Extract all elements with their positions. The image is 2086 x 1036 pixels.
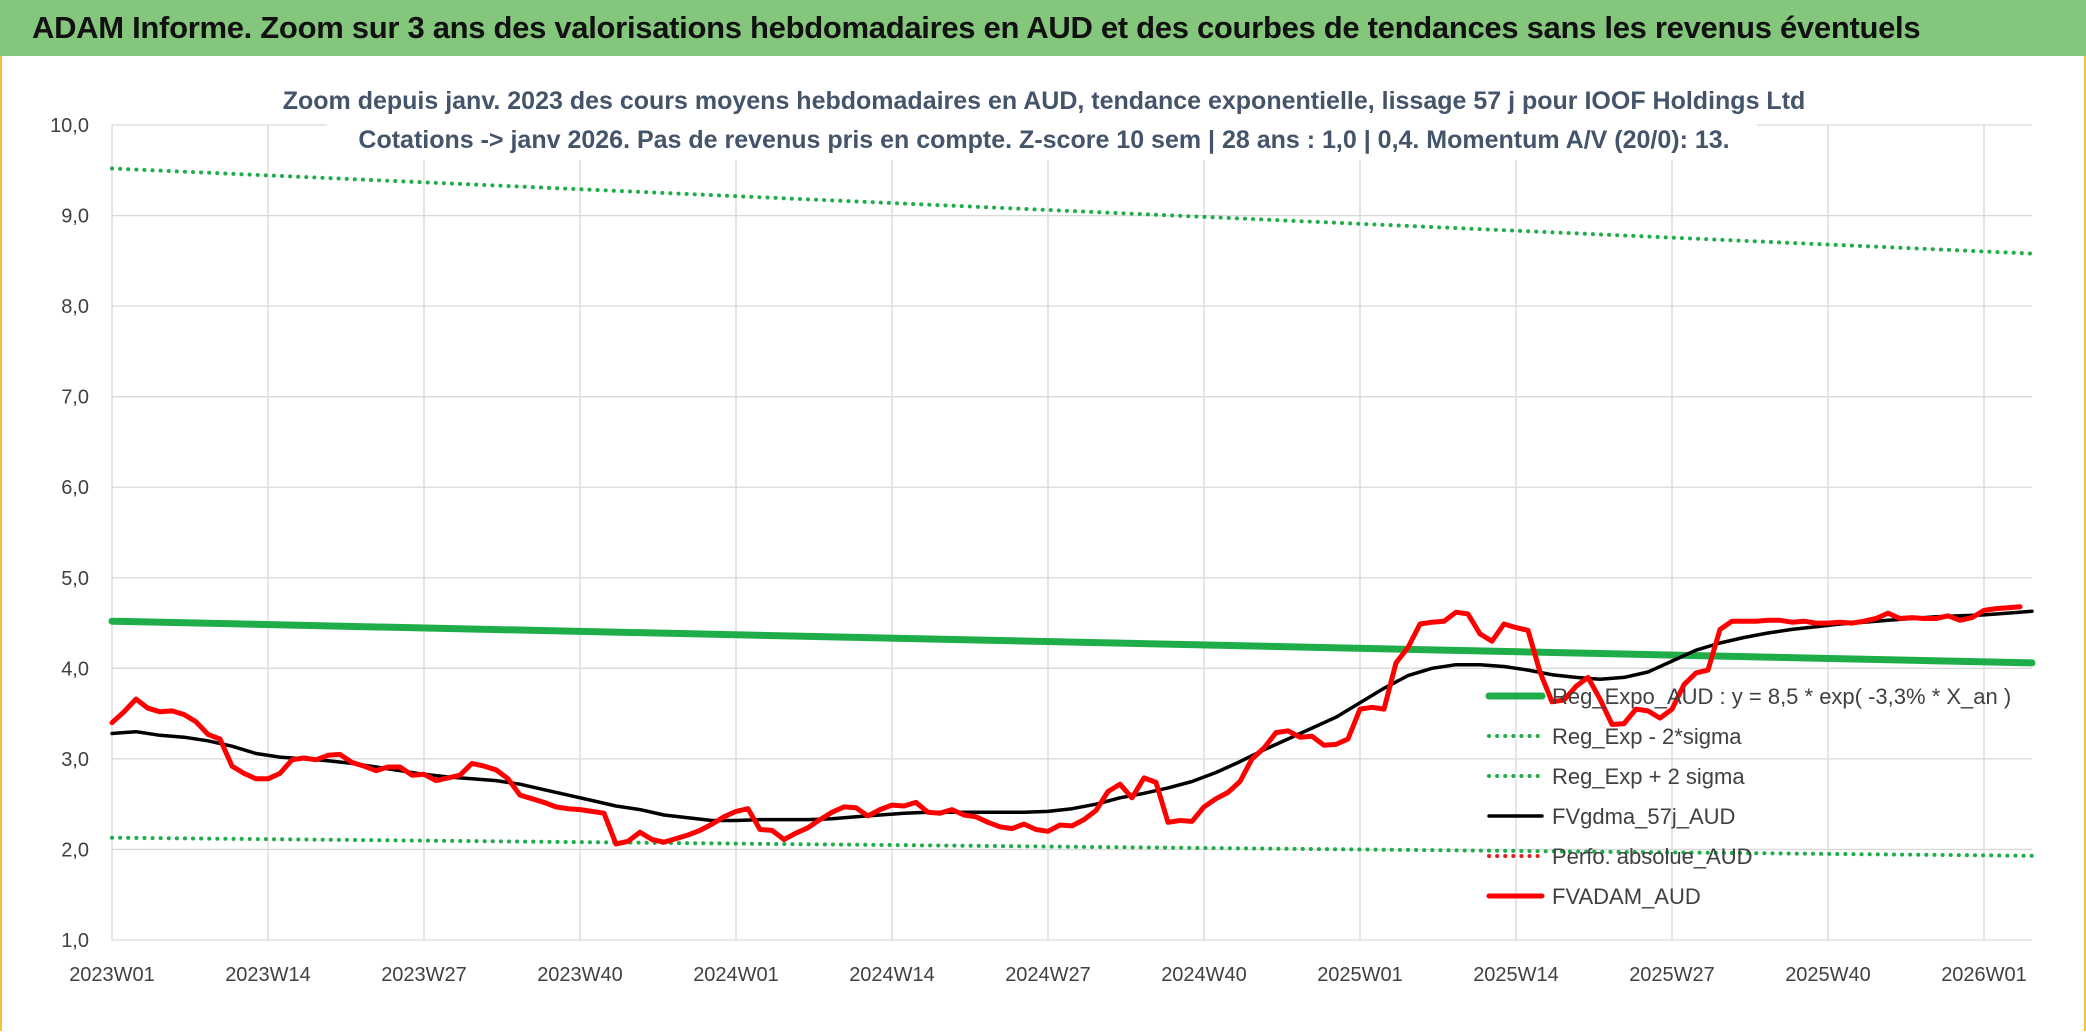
x-tick-label: 2023W27 (381, 964, 467, 986)
y-tick-label: 4,0 (61, 658, 89, 680)
legend-label: Perfo. absolue_AUD (1552, 844, 1753, 869)
legend-label: Reg_Exp + 2 sigma (1552, 764, 1745, 789)
x-tick-label: 2023W14 (225, 964, 311, 986)
series-lines (108, 166, 2036, 858)
x-tick-label: 2024W40 (1161, 964, 1247, 986)
y-tick-label: 7,0 (61, 387, 89, 409)
legend-label: FVgdma_57j_AUD (1552, 804, 1735, 829)
y-tick-label: 3,0 (61, 749, 89, 771)
series-line (110, 166, 2034, 256)
x-tick-label: 2023W40 (537, 964, 623, 986)
y-tick-label: 2,0 (61, 839, 89, 861)
chart-title-line2: Cotations -> janv 2026. Pas de revenus p… (358, 126, 1729, 154)
page-title: ADAM Informe. Zoom sur 3 ans des valoris… (32, 10, 1921, 45)
x-tick-label: 2025W40 (1785, 964, 1871, 986)
x-tick-label: 2025W27 (1629, 964, 1715, 986)
y-tick-label: 1,0 (61, 930, 89, 952)
chart-title: Zoom depuis janv. 2023 des cours moyens … (283, 76, 1806, 160)
y-tick-label: 5,0 (61, 568, 89, 590)
x-tick-label: 2024W01 (693, 964, 779, 986)
x-tick-label: 2024W14 (849, 964, 935, 986)
legend-label: Reg_Exp - 2*sigma (1552, 724, 1742, 749)
y-tick-label: 6,0 (61, 477, 89, 499)
series-line (110, 609, 2034, 823)
x-tick-label: 2025W01 (1317, 964, 1403, 986)
chart-frame: 1,0 2,0 3,0 4,0 5,0 6,0 7,0 8,0 9,0 10,0 2023W01 20… (0, 56, 2086, 1031)
series-line (109, 604, 2023, 847)
x-tick-label: 2024W27 (1005, 964, 1091, 986)
legend-label: FVADAM_AUD (1552, 884, 1701, 909)
x-tick-label: 2025W14 (1473, 964, 1559, 986)
header-banner: ADAM Informe. Zoom sur 3 ans des valoris… (0, 0, 2086, 56)
y-tick-label: 8,0 (61, 296, 89, 318)
legend-label: Reg_Expo_AUD : y = 8,5 * exp( -3,3% * X_… (1552, 684, 2011, 709)
y-tick-label: 10,0 (50, 115, 89, 137)
chart-title-line1: Zoom depuis janv. 2023 des cours moyens … (283, 87, 1806, 115)
chart: 1,0 2,0 3,0 4,0 5,0 6,0 7,0 8,0 9,0 10,0 2023W01 20… (50, 76, 2036, 986)
legend: Reg_Expo_AUD : y = 8,5 * exp( -3,3% * X_… (1485, 684, 2011, 909)
x-tick-label: 2023W01 (69, 964, 155, 986)
axes: 1,0 2,0 3,0 4,0 5,0 6,0 7,0 8,0 9,0 10,0 2023W01 20… (50, 115, 2027, 986)
x-tick-label: 2026W01 (1941, 964, 2027, 986)
chart-title-background (327, 76, 1757, 160)
y-tick-label: 9,0 (61, 206, 89, 228)
series-line (108, 617, 2036, 667)
grid (111, 124, 2032, 941)
